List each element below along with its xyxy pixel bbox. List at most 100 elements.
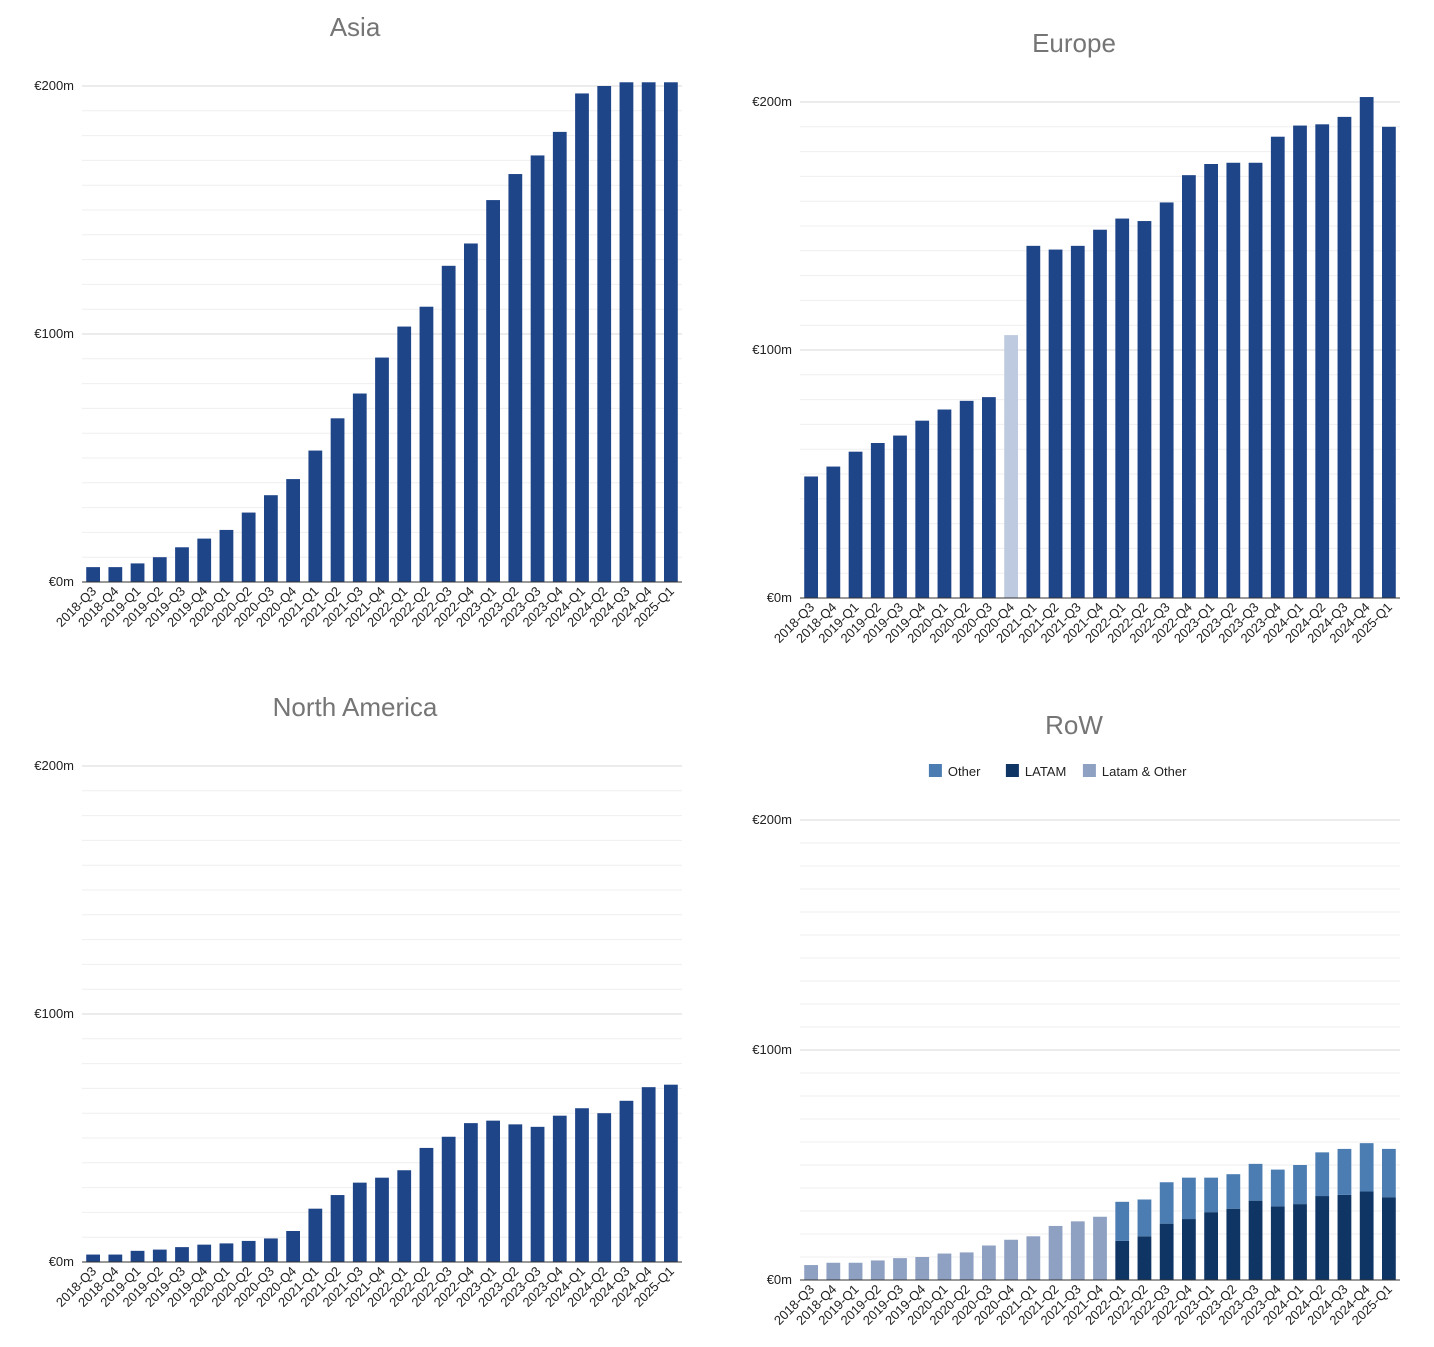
bar <box>264 495 278 582</box>
bar <box>1293 125 1307 598</box>
bar <box>1226 162 1241 598</box>
bar-latam <box>1248 1200 1263 1280</box>
bar <box>982 397 996 598</box>
bar <box>664 1084 678 1262</box>
bar-latam <box>1182 1219 1196 1280</box>
bar <box>1004 335 1018 598</box>
bar <box>1115 218 1130 598</box>
bar <box>1182 175 1196 598</box>
bar-other <box>1315 1152 1330 1197</box>
bar-latam <box>1315 1196 1330 1280</box>
bar <box>937 409 952 598</box>
bar <box>264 1238 278 1262</box>
bar <box>848 451 863 598</box>
bar-latam <box>1159 1223 1174 1280</box>
bar <box>959 400 974 598</box>
bar <box>219 1243 234 1262</box>
bar-latam-other <box>848 1262 863 1280</box>
y-tick-label: €200m <box>34 78 74 93</box>
bar-latam-other <box>959 1252 974 1280</box>
bar <box>641 82 656 582</box>
bar-latam-other <box>804 1265 818 1280</box>
bar <box>286 479 300 582</box>
y-tick-label: €200m <box>34 758 74 773</box>
chart-title: RoW <box>1045 710 1103 740</box>
y-tick-label: €0m <box>49 1254 74 1269</box>
bar <box>419 306 434 582</box>
bar-other <box>1270 1169 1285 1207</box>
bar-other <box>1226 1174 1241 1209</box>
bar <box>175 547 189 582</box>
bar-other <box>1382 1148 1396 1198</box>
bar <box>597 86 612 582</box>
bar <box>1048 249 1063 598</box>
bar <box>619 1100 634 1262</box>
bar-other <box>1182 1177 1196 1220</box>
bar <box>152 1249 167 1262</box>
bar <box>575 93 589 582</box>
bar <box>1026 245 1041 598</box>
bar <box>241 512 256 582</box>
bar <box>804 476 818 598</box>
bar-other <box>1159 1182 1174 1224</box>
bar <box>330 418 345 582</box>
bar-latam-other <box>1004 1239 1018 1280</box>
bar-latam <box>1337 1194 1352 1280</box>
bar <box>1137 221 1152 599</box>
y-tick-label: €100m <box>752 342 792 357</box>
bar <box>108 567 123 582</box>
bar-latam <box>1382 1197 1396 1280</box>
bar <box>308 1208 323 1262</box>
bar <box>1382 126 1396 599</box>
bar <box>152 557 167 582</box>
bar <box>352 393 367 582</box>
bar <box>508 1124 523 1262</box>
bar-other <box>1204 1177 1218 1213</box>
bar <box>441 265 456 582</box>
bar <box>175 1247 189 1262</box>
bar <box>419 1147 434 1262</box>
legend-swatch-other <box>928 764 942 777</box>
bar-latam <box>1270 1206 1285 1280</box>
legend-swatch-latam <box>1005 764 1019 777</box>
bar <box>1248 162 1263 598</box>
bar <box>1159 202 1174 598</box>
bar <box>352 1182 367 1262</box>
chart-asia: Asia€0m€100m€200m2018-Q32018-Q42019-Q120… <box>34 12 682 630</box>
legend-label: Other <box>948 764 981 779</box>
bar-latam-other <box>1026 1236 1041 1280</box>
bar <box>375 1177 389 1262</box>
bar-other <box>1337 1148 1352 1195</box>
bar <box>552 1115 567 1262</box>
bar-latam-other <box>915 1257 930 1280</box>
bar <box>915 420 930 598</box>
bar <box>486 1120 500 1262</box>
bar <box>286 1231 300 1262</box>
y-tick-label: €100m <box>752 1042 792 1057</box>
bar <box>441 1136 456 1262</box>
bar <box>826 466 841 598</box>
chart-europe: Europe€0m€100m€200m2018-Q32018-Q42019-Q1… <box>752 28 1400 646</box>
bar <box>530 155 545 582</box>
bar <box>1204 164 1218 598</box>
bar-other <box>1293 1165 1307 1205</box>
bar <box>486 200 500 582</box>
bar <box>108 1254 123 1262</box>
bar <box>397 1170 412 1262</box>
bar-latam <box>1359 1191 1374 1280</box>
bar <box>1093 229 1107 598</box>
bar <box>575 1108 589 1262</box>
bar-other <box>1359 1143 1374 1192</box>
legend-swatch-latam-other <box>1082 764 1096 777</box>
bar-latam <box>1293 1204 1307 1280</box>
bar <box>508 174 523 583</box>
chart-title: Europe <box>1032 28 1116 58</box>
bar-other <box>1115 1201 1130 1241</box>
bar <box>1337 116 1352 598</box>
bar <box>1315 124 1330 598</box>
chart-title: North America <box>273 692 438 722</box>
bar-latam-other <box>826 1262 841 1280</box>
bar <box>86 567 100 582</box>
legend-label: Latam & Other <box>1102 764 1187 779</box>
